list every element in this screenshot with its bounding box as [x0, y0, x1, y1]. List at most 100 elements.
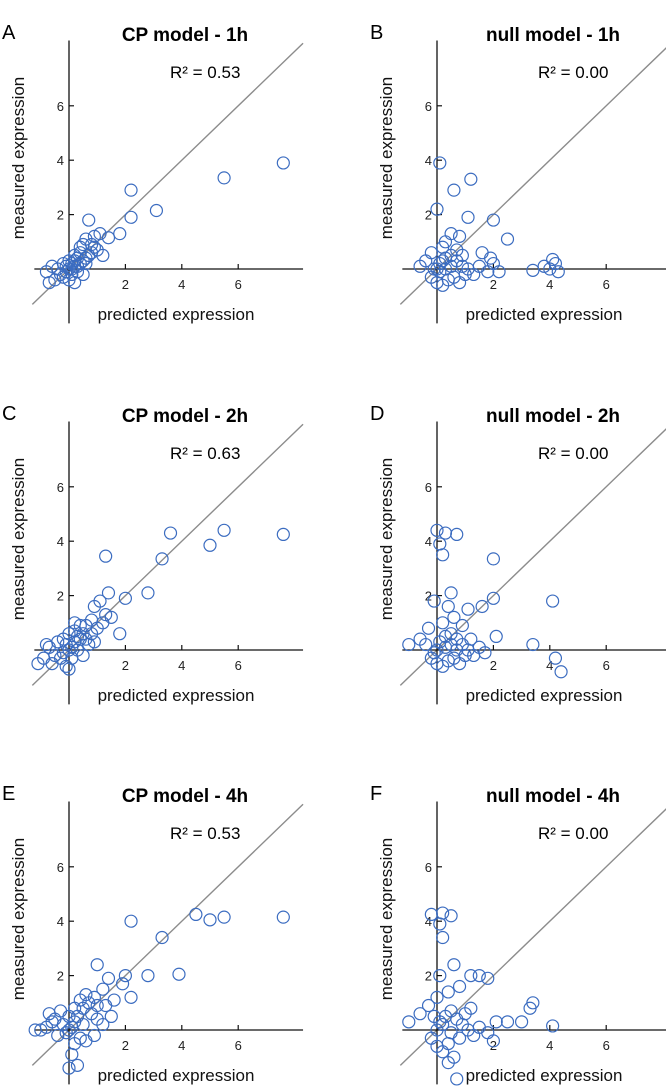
x-tick-label: 2	[490, 658, 497, 673]
scatter-point	[118, 591, 133, 605]
scatter-point	[486, 552, 500, 566]
x-tick-label: 4	[546, 658, 553, 673]
scatter-point	[472, 259, 486, 273]
scatter-point	[433, 537, 447, 551]
scatter-point	[59, 659, 73, 673]
scatter-point	[475, 599, 489, 614]
scatter-point	[141, 586, 155, 600]
panel-letter: B	[370, 22, 383, 44]
scatter-point	[441, 1056, 455, 1070]
scatter-point	[427, 646, 441, 660]
scatter-point	[276, 156, 290, 170]
scatter-points	[28, 907, 290, 1075]
scatter-point	[62, 662, 76, 676]
scatter-point	[76, 1017, 90, 1032]
x-tick-label: 2	[490, 1038, 497, 1053]
scatter-point	[31, 656, 45, 671]
scatter-point	[464, 632, 478, 646]
scatter-point	[433, 968, 447, 983]
scatter-point	[543, 262, 557, 276]
scatter-point	[163, 526, 178, 540]
x-tick-label: 6	[235, 277, 242, 292]
scatter-point	[217, 523, 231, 537]
scatter-point	[458, 267, 472, 282]
scatter-point	[483, 251, 498, 265]
scatter-point	[68, 616, 82, 630]
scatter-point	[450, 527, 464, 542]
scatter-point	[546, 252, 560, 267]
scatter-point	[427, 594, 441, 608]
scatter-point	[492, 265, 506, 279]
y-tick-label: 4	[425, 914, 432, 929]
scatter-point	[87, 599, 101, 614]
panel-letter: E	[2, 783, 15, 805]
scatter-point	[461, 602, 475, 616]
x-tick-label: 6	[235, 1038, 242, 1053]
scatter-point	[65, 1047, 79, 1062]
scatter-point	[433, 156, 447, 170]
scatter-point	[107, 993, 121, 1007]
scatter-point	[87, 1028, 101, 1043]
x-tick-label: 4	[546, 1038, 553, 1053]
panel-letter: C	[2, 403, 16, 425]
y-tick-label: 4	[425, 534, 432, 549]
scatter-point	[402, 637, 416, 652]
y-tick-label: 2	[425, 208, 432, 223]
scatter-point	[65, 651, 79, 665]
scatter-point	[452, 979, 467, 994]
y-tick-label: 4	[57, 534, 64, 549]
x-tick-label: 4	[178, 277, 185, 292]
scatter-point	[475, 246, 489, 260]
panel-c: C CP model - 2h 2 4 6 2 4 6 predicted expression…	[2, 403, 304, 705]
scatter-point	[486, 1034, 500, 1048]
panel-a: A CP model - 1h 2 4 6 2 4 6 predicted expression…	[2, 22, 304, 324]
scatter-point	[500, 1015, 515, 1029]
y-axis-label: measured expression	[377, 458, 396, 621]
scatter-point	[99, 608, 113, 622]
scatter-point	[486, 213, 500, 227]
scatter-point	[421, 998, 436, 1013]
x-tick-label: 2	[490, 277, 497, 292]
panel-title: null model - 2h	[486, 406, 620, 427]
scatter-points	[39, 156, 290, 290]
scatter-point	[413, 259, 427, 273]
y-axis-label: measured expression	[9, 458, 28, 621]
x-tick-label: 6	[603, 277, 610, 292]
scatter-point	[42, 640, 56, 654]
scatter-point	[276, 527, 290, 542]
scatter-point	[68, 276, 82, 290]
x-axis-label: predicted expression	[466, 686, 623, 705]
panel-letter: D	[370, 403, 384, 425]
scatter-point	[76, 648, 90, 663]
x-tick-label: 6	[603, 1038, 610, 1053]
x-tick-label: 6	[603, 658, 610, 673]
scatter-point	[87, 229, 101, 243]
scatter-point	[155, 552, 169, 566]
scatter-point	[99, 549, 113, 563]
x-tick-label: 4	[178, 658, 185, 673]
scatter-point	[62, 1061, 76, 1075]
scatter-point	[113, 627, 127, 641]
scatter-point	[464, 968, 478, 983]
scatter-point	[124, 183, 138, 197]
scatter-point	[430, 202, 444, 216]
y-tick-label: 4	[57, 153, 64, 168]
y-tick-label: 2	[57, 589, 64, 604]
scatter-point	[455, 248, 469, 262]
panel-title: null model - 1h	[486, 25, 620, 46]
scatter-point	[203, 913, 217, 927]
x-axis-label: predicted expression	[466, 305, 623, 324]
scatter-point	[546, 1019, 560, 1033]
scatter-point	[217, 910, 231, 924]
scatter-point	[444, 909, 458, 923]
y-axis-label: measured expression	[9, 838, 28, 1001]
identity-line	[399, 808, 666, 1066]
scatter-point	[444, 1026, 458, 1040]
scatter-point	[450, 1072, 464, 1086]
scatter-point	[59, 1026, 73, 1040]
y-tick-label: 4	[57, 914, 64, 929]
scatter-point	[452, 1031, 467, 1045]
r2-annotation: R² = 0.00	[538, 824, 608, 843]
